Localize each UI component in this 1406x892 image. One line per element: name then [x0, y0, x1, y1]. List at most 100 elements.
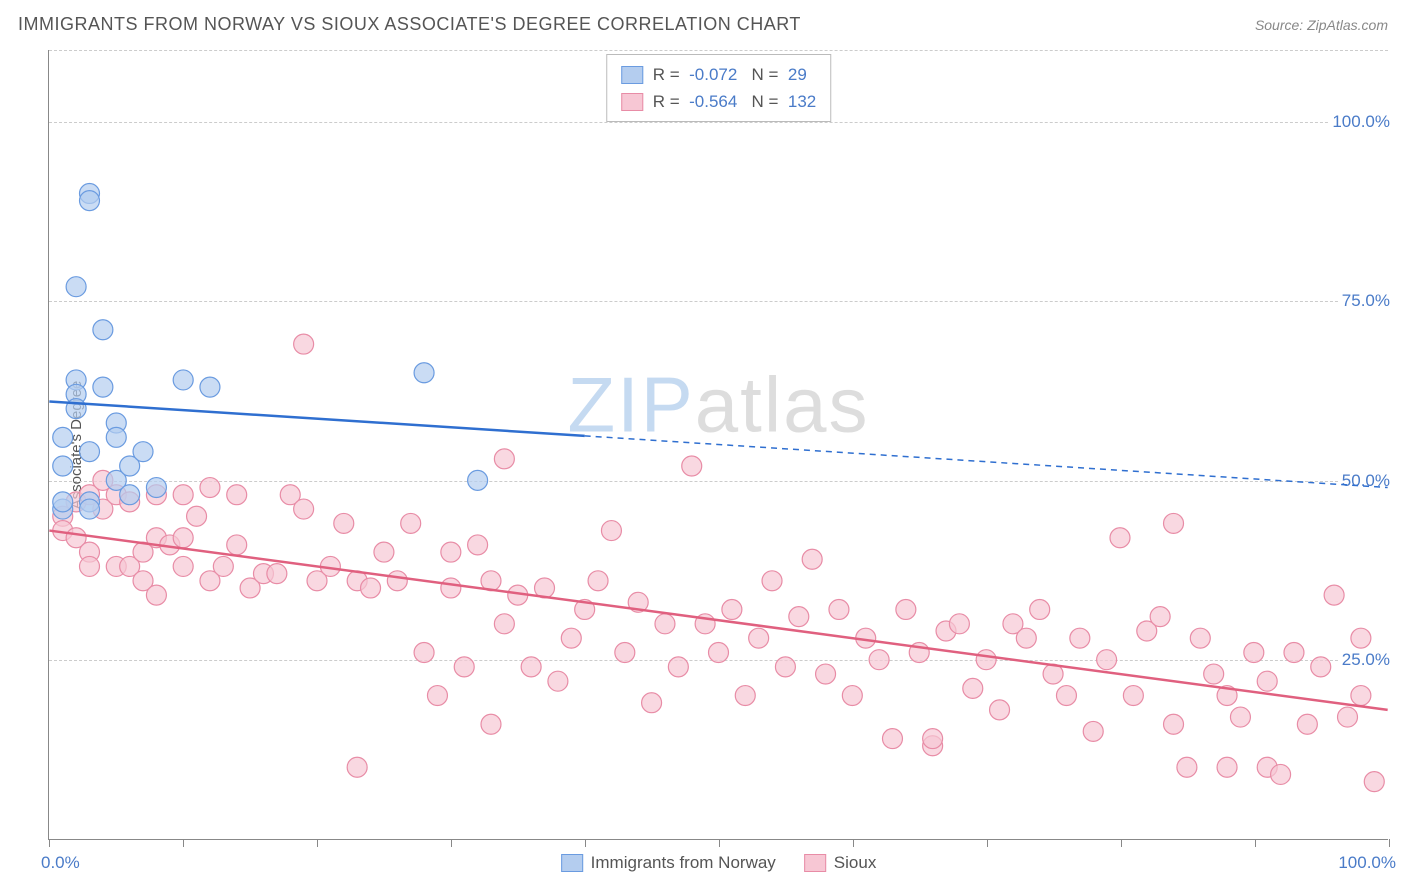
data-point [1123, 686, 1143, 706]
data-point [1164, 714, 1184, 734]
x-tick [853, 839, 854, 847]
data-point [1177, 757, 1197, 777]
data-point [173, 370, 193, 390]
data-point [1217, 757, 1237, 777]
chart-title: IMMIGRANTS FROM NORWAY VS SIOUX ASSOCIAT… [18, 14, 801, 35]
data-point [1150, 607, 1170, 627]
data-point [334, 513, 354, 533]
data-point [601, 521, 621, 541]
chart-area: Associate's Degree ZIPatlas 25.0%50.0%75… [48, 50, 1388, 840]
legend-r-label: R = -0.072 N = 29 [653, 61, 807, 88]
regression-line [49, 401, 584, 435]
data-point [414, 363, 434, 383]
x-tick [1121, 839, 1122, 847]
data-point [441, 578, 461, 598]
x-tick [451, 839, 452, 847]
data-point [789, 607, 809, 627]
data-point [80, 556, 100, 576]
data-point [682, 456, 702, 476]
data-point [1016, 628, 1036, 648]
data-point [869, 650, 889, 670]
data-point [468, 535, 488, 555]
data-point [187, 506, 207, 526]
data-point [548, 671, 568, 691]
data-point [842, 686, 862, 706]
x-tick [585, 839, 586, 847]
data-point [454, 657, 474, 677]
data-point [80, 191, 100, 211]
data-point [53, 427, 73, 447]
legend-stats-box: R = -0.072 N = 29 R = -0.564 N = 132 [606, 54, 832, 122]
data-point [1190, 628, 1210, 648]
data-point [1351, 686, 1371, 706]
x-tick [987, 839, 988, 847]
x-tick [49, 839, 50, 847]
data-point [668, 657, 688, 677]
data-point [1311, 657, 1331, 677]
data-point [762, 571, 782, 591]
data-point [106, 427, 126, 447]
legend-label: Sioux [834, 853, 877, 873]
data-point [1244, 643, 1264, 663]
x-tick [183, 839, 184, 847]
data-point [414, 643, 434, 663]
data-point [1164, 513, 1184, 533]
data-point [709, 643, 729, 663]
data-point [561, 628, 581, 648]
legend-swatch [621, 66, 643, 84]
plot-region: ZIPatlas 25.0%50.0%75.0%100.0% R = -0.07… [48, 50, 1388, 840]
x-tick [1389, 839, 1390, 847]
data-point [401, 513, 421, 533]
data-point [1257, 671, 1277, 691]
data-point [120, 485, 140, 505]
data-point [615, 643, 635, 663]
data-point [1351, 628, 1371, 648]
legend-stat-row: R = -0.072 N = 29 [621, 61, 817, 88]
legend-r-label: R = -0.564 N = 132 [653, 88, 817, 115]
data-point [361, 578, 381, 598]
scatter-svg [49, 50, 1388, 839]
data-point [1338, 707, 1358, 727]
legend-item: Sioux [804, 853, 877, 873]
data-point [1284, 643, 1304, 663]
data-point [347, 757, 367, 777]
data-point [802, 549, 822, 569]
data-point [80, 442, 100, 462]
data-point [722, 599, 742, 619]
data-point [481, 714, 501, 734]
data-point [749, 628, 769, 648]
data-point [427, 686, 447, 706]
data-point [1230, 707, 1250, 727]
data-point [882, 729, 902, 749]
data-point [1297, 714, 1317, 734]
data-point [468, 470, 488, 490]
data-point [53, 492, 73, 512]
data-point [374, 542, 394, 562]
x-tick [317, 839, 318, 847]
x-tick [1255, 839, 1256, 847]
data-point [294, 334, 314, 354]
data-point [200, 478, 220, 498]
data-point [521, 657, 541, 677]
regression-line-dashed [585, 436, 1388, 488]
data-point [173, 528, 193, 548]
data-point [1030, 599, 1050, 619]
data-point [1271, 764, 1291, 784]
data-point [829, 599, 849, 619]
data-point [93, 377, 113, 397]
legend-swatch [804, 854, 826, 872]
legend-bottom: Immigrants from Norway Sioux [561, 853, 877, 873]
data-point [213, 556, 233, 576]
data-point [896, 599, 916, 619]
data-point [923, 729, 943, 749]
data-point [93, 320, 113, 340]
data-point [1097, 650, 1117, 670]
data-point [66, 277, 86, 297]
data-point [146, 585, 166, 605]
data-point [963, 678, 983, 698]
legend-stat-row: R = -0.564 N = 132 [621, 88, 817, 115]
data-point [990, 700, 1010, 720]
legend-label: Immigrants from Norway [591, 853, 776, 873]
data-point [1364, 772, 1384, 792]
data-point [642, 693, 662, 713]
